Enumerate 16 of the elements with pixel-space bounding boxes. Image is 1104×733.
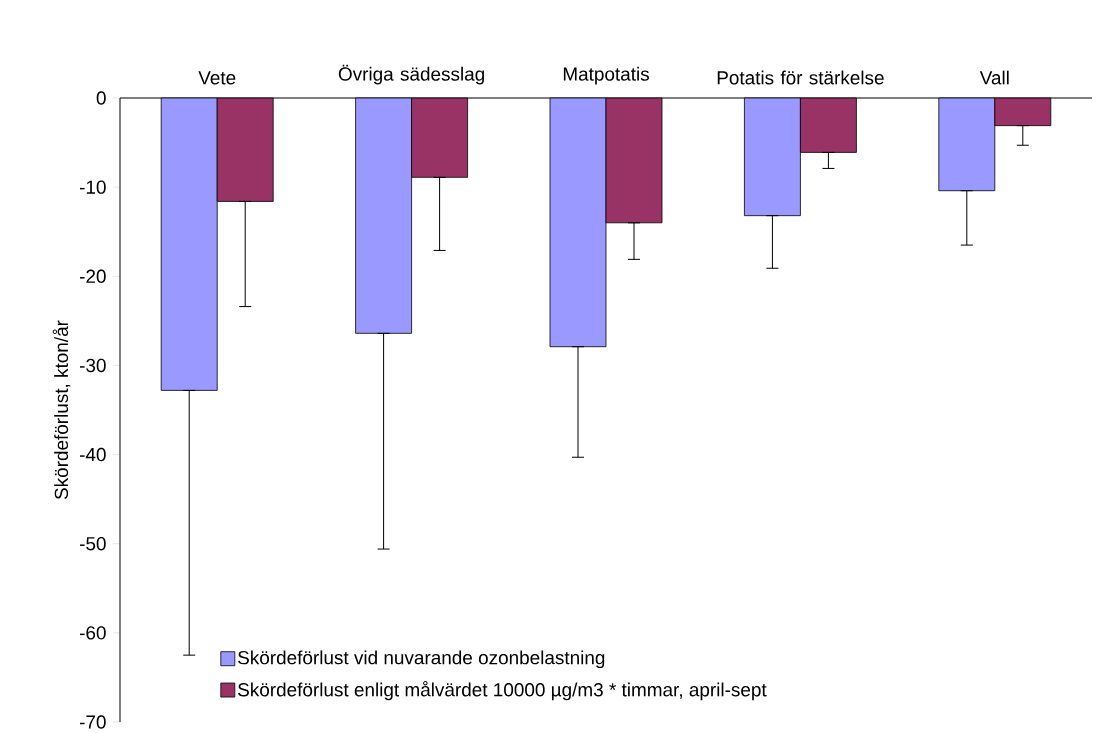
x-tick-label: Matpotatis [563, 66, 649, 85]
y-tick-label: -70 [79, 715, 106, 729]
legend-label: Skördeförlust vid nuvarande ozonbelastning [238, 650, 605, 669]
x-tick-label: Vall [979, 70, 1009, 85]
y-tick-label: -20 [79, 269, 106, 283]
y-axis-title: Skördeförlust, kton/år [52, 320, 71, 500]
x-tick-label: Vete [198, 71, 236, 85]
y-tick-label: -10 [79, 180, 106, 194]
y-tick-label: -60 [79, 626, 106, 640]
x-tick-label: Övriga sädesslag [338, 64, 484, 85]
y-tick-label: -40 [79, 447, 106, 462]
legend-label: Skördeförlust enligt målvärdet 10000 µg/m3 * timmar, april-sept [238, 681, 767, 701]
y-tick-label: -50 [79, 537, 106, 551]
x-tick-label: Potatis för stärkelse [717, 70, 884, 85]
y-tick-label: -30 [79, 358, 106, 373]
y-tick-label: 0 [96, 91, 106, 105]
